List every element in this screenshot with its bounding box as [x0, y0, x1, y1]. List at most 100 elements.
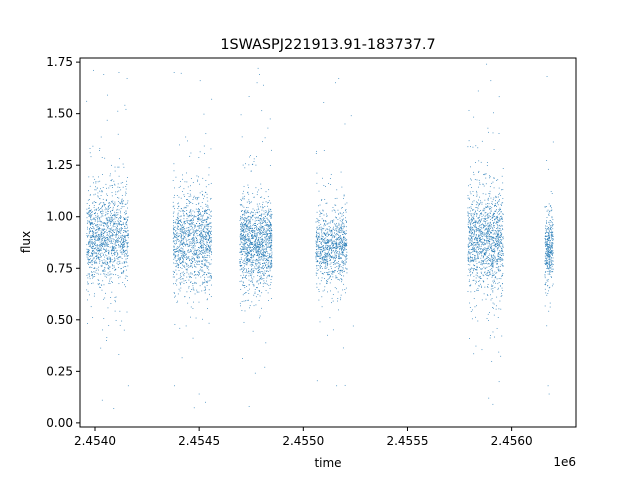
data-point [320, 280, 322, 282]
data-point [181, 357, 183, 359]
data-point [246, 207, 247, 208]
data-point [335, 243, 336, 245]
data-point [119, 187, 121, 188]
data-point [111, 185, 113, 186]
data-point [111, 291, 113, 293]
data-point [318, 245, 319, 247]
data-point [183, 238, 185, 240]
data-point [240, 239, 242, 241]
data-point [207, 248, 209, 250]
data-point [188, 212, 190, 213]
data-point [269, 230, 271, 232]
data-point [182, 264, 183, 266]
data-point [254, 209, 255, 211]
data-point [192, 283, 193, 284]
data-point [243, 321, 245, 323]
data-point [346, 222, 347, 223]
data-point [209, 215, 211, 217]
data-point [501, 257, 503, 259]
data-point [178, 255, 179, 257]
data-point [87, 236, 89, 237]
data-point [271, 263, 272, 264]
data-point [245, 163, 246, 165]
data-point [319, 214, 321, 216]
data-point [198, 203, 199, 205]
data-point [248, 187, 249, 189]
data-point [196, 175, 198, 177]
data-point [93, 251, 95, 253]
data-point [207, 224, 209, 226]
data-point [207, 238, 209, 240]
data-point [331, 271, 333, 273]
data-point [197, 179, 199, 181]
data-point [478, 219, 480, 221]
data-point [193, 251, 195, 252]
data-point [208, 289, 210, 291]
data-point [325, 186, 326, 187]
data-point [334, 256, 336, 258]
data-point [242, 230, 243, 231]
data-point [320, 251, 321, 253]
data-point [334, 225, 336, 227]
data-point [126, 311, 128, 313]
data-point [114, 184, 116, 186]
data-point [112, 240, 114, 242]
data-point [94, 233, 96, 235]
data-point [210, 198, 211, 200]
data-point [186, 203, 188, 204]
data-point [88, 190, 89, 192]
data-point [95, 252, 96, 254]
data-point [101, 228, 103, 230]
data-point [322, 239, 324, 241]
data-point [241, 246, 243, 247]
data-point [322, 290, 324, 292]
data-point [109, 273, 111, 275]
data-point [207, 234, 209, 236]
data-point [95, 202, 97, 203]
data-point [488, 245, 490, 247]
data-point [175, 249, 177, 250]
data-point [111, 249, 113, 251]
data-point [327, 242, 329, 244]
data-point [104, 231, 106, 232]
data-point [259, 231, 261, 232]
data-point [329, 257, 330, 259]
data-point [92, 274, 94, 275]
data-point [324, 253, 325, 255]
data-point [198, 251, 200, 253]
data-point [332, 250, 334, 252]
data-point [185, 230, 187, 232]
data-point [248, 275, 250, 277]
data-point [192, 237, 194, 238]
data-point [261, 267, 263, 268]
data-point [484, 243, 486, 245]
data-point [333, 247, 335, 249]
data-point [250, 216, 252, 218]
data-point [331, 242, 333, 244]
data-point [110, 164, 112, 166]
data-point [335, 234, 337, 236]
data-point [122, 186, 124, 188]
data-point [478, 234, 480, 236]
data-point [344, 259, 346, 261]
data-point [326, 259, 328, 261]
data-point [254, 231, 256, 233]
data-point [208, 213, 210, 215]
data-point [476, 289, 477, 291]
data-point [114, 258, 116, 260]
data-point [192, 199, 194, 200]
data-point [120, 203, 122, 205]
data-point [247, 258, 249, 260]
data-point [261, 307, 262, 309]
data-point [114, 247, 116, 249]
data-point [86, 254, 88, 256]
data-point [252, 278, 254, 280]
data-point [106, 337, 108, 338]
data-point [324, 240, 326, 242]
data-point [244, 235, 246, 237]
data-point [325, 241, 326, 243]
data-point [104, 249, 106, 251]
data-point [475, 244, 477, 246]
data-point [321, 296, 323, 298]
data-point [186, 219, 188, 221]
